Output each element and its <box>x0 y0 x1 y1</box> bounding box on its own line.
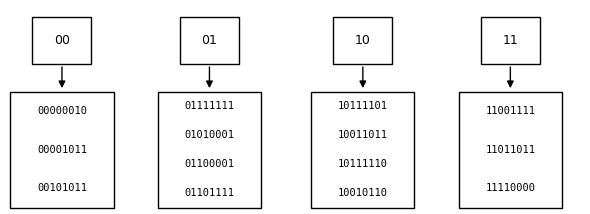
Text: 10111110: 10111110 <box>338 159 388 169</box>
Text: 10111101: 10111101 <box>338 101 388 111</box>
Text: 11110000: 11110000 <box>486 183 535 193</box>
Text: 10: 10 <box>355 34 371 47</box>
Text: 01: 01 <box>202 34 217 47</box>
Text: 10010110: 10010110 <box>338 188 388 198</box>
Bar <box>459 92 562 208</box>
Text: 01100001: 01100001 <box>185 159 234 169</box>
Text: 01111111: 01111111 <box>185 101 234 111</box>
Text: 00101011: 00101011 <box>37 183 87 193</box>
Text: 11: 11 <box>503 34 518 47</box>
Bar <box>312 92 414 208</box>
Text: 00: 00 <box>54 34 70 47</box>
Bar <box>333 17 392 64</box>
Text: 11001111: 11001111 <box>486 106 535 116</box>
Text: 10011011: 10011011 <box>338 130 388 140</box>
Text: 00001011: 00001011 <box>37 145 87 155</box>
Text: 00000010: 00000010 <box>37 106 87 116</box>
Text: 01010001: 01010001 <box>185 130 234 140</box>
Text: 01101111: 01101111 <box>185 188 234 198</box>
Bar <box>158 92 261 208</box>
Text: 11011011: 11011011 <box>486 145 535 155</box>
Bar <box>180 17 239 64</box>
Bar <box>11 92 113 208</box>
Bar <box>481 17 540 64</box>
Bar <box>32 17 91 64</box>
